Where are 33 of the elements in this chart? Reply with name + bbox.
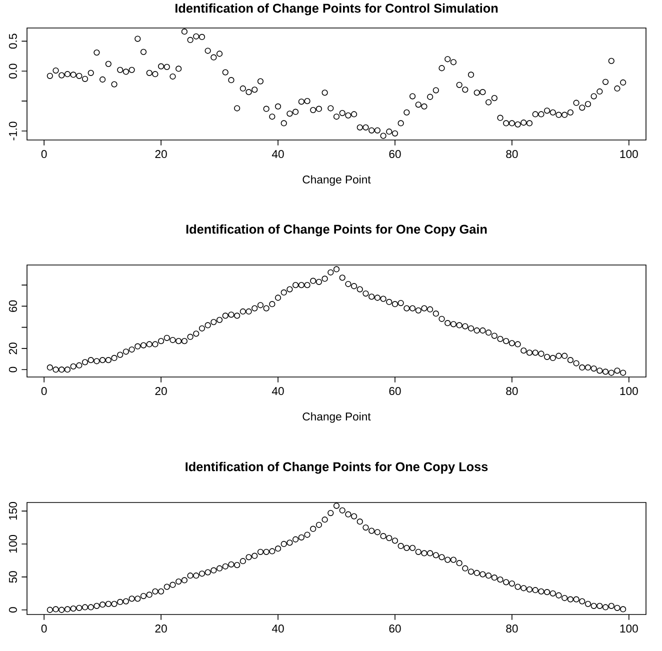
x-tick-label: 100 bbox=[620, 387, 638, 396]
x-tick-label: 60 bbox=[389, 387, 401, 396]
y-tick-label: 60 bbox=[8, 300, 17, 312]
x-axis-title: Change Point bbox=[302, 412, 371, 423]
x-tick-label: 20 bbox=[155, 387, 167, 396]
y-tick-label: -1.0 bbox=[8, 122, 17, 140]
y-tick-label: 0.0 bbox=[8, 64, 17, 79]
chart-title: Identification of Change Points for Control Simulation bbox=[176, 3, 498, 16]
x-tick-label: 40 bbox=[272, 624, 284, 633]
x-tick-label: 60 bbox=[389, 624, 401, 633]
x-tick-label: 100 bbox=[620, 624, 638, 633]
x-tick-label: 20 bbox=[155, 624, 167, 633]
y-tick-label: 100 bbox=[8, 534, 17, 553]
x-tick-label: 40 bbox=[272, 387, 284, 396]
chart-title: Identification of Change Points for One Copy Gain bbox=[186, 224, 487, 236]
x-tick-label: 80 bbox=[506, 150, 518, 158]
x-tick-label: 0 bbox=[41, 624, 47, 633]
x-axis-title: Change Point bbox=[302, 175, 371, 186]
y-tick-label: 20 bbox=[8, 342, 17, 354]
y-tick-label: 150 bbox=[8, 502, 17, 520]
x-tick-label: 20 bbox=[155, 150, 167, 158]
y-tick-label: 0 bbox=[8, 366, 17, 372]
y-tick-label: 0 bbox=[8, 607, 17, 613]
y-tick-label: 50 bbox=[8, 571, 17, 583]
x-tick-label: 80 bbox=[506, 387, 518, 396]
chart-title: Identification of Change Points for One Copy Loss bbox=[186, 462, 488, 474]
y-tick-label: 0.5 bbox=[8, 34, 17, 49]
x-tick-label: 0 bbox=[41, 387, 47, 396]
x-tick-label: 100 bbox=[620, 150, 638, 158]
x-tick-label: 60 bbox=[389, 150, 401, 158]
x-tick-label: 40 bbox=[272, 150, 284, 158]
x-tick-label: 0 bbox=[41, 150, 47, 158]
x-tick-label: 80 bbox=[506, 624, 518, 633]
